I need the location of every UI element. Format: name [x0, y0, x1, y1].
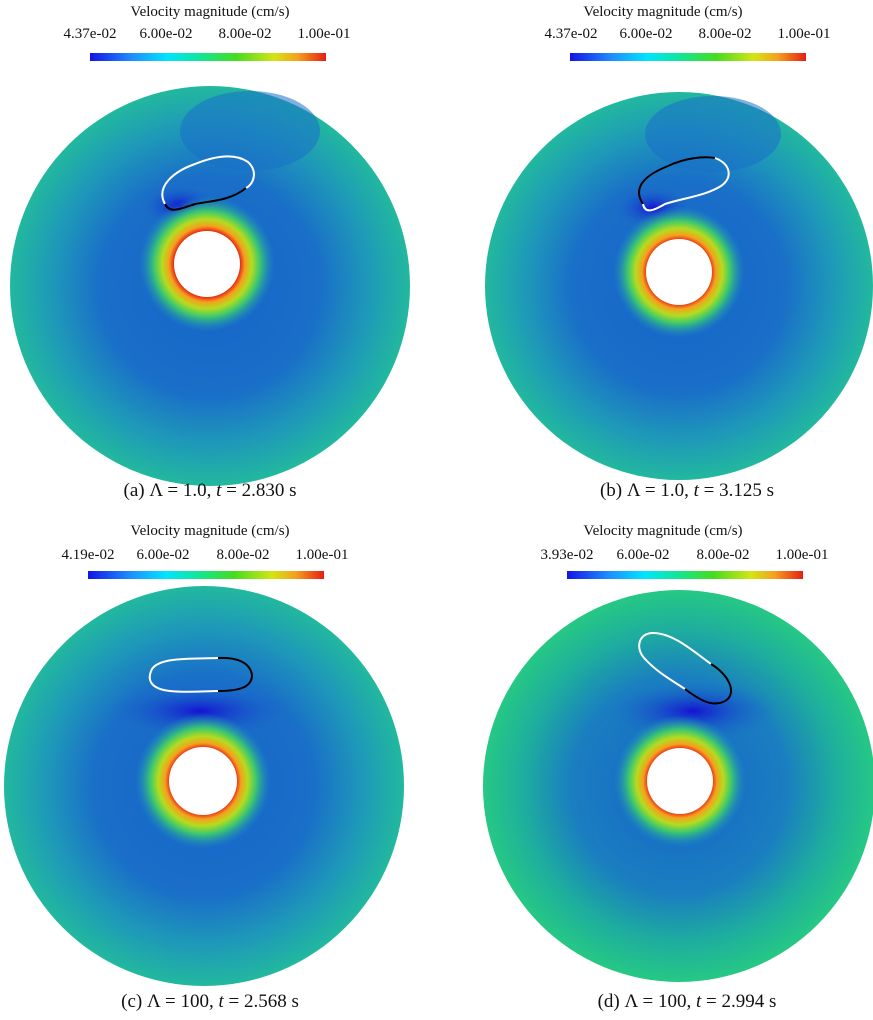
colorbar-tick: 6.00e-02: [616, 547, 670, 563]
subfigure-caption: (b) Λ = 1.0, t = 3.125 s: [477, 480, 873, 502]
caption-t-symbol: t: [216, 480, 222, 501]
low-velocity-region: [105, 683, 295, 739]
caption-lambda: Λ = 1.0,: [149, 480, 212, 501]
colorbar-title: Velocity magnitude (cm/s): [583, 523, 743, 539]
colorbar-tick: 4.19e-02: [61, 547, 115, 563]
caption-t-symbol: t: [696, 991, 702, 1012]
caption-lambda: Λ = 100,: [146, 991, 214, 1012]
colorbar-tick: 1.00e-01: [295, 547, 349, 563]
colorbar-tick: 6.00e-02: [136, 547, 190, 563]
subfigure-caption: (c) Λ = 100, t = 2.568 s: [0, 991, 420, 1013]
subfigure-caption: (d) Λ = 100, t = 2.994 s: [477, 991, 873, 1013]
colorbar-tick: 8.00e-02: [696, 547, 750, 563]
colorbar-tick: 1.00e-01: [775, 547, 829, 563]
caption-lambda: Λ = 100,: [624, 991, 692, 1012]
colorbar: [570, 53, 806, 61]
colorbar-tick: 4.37e-02: [63, 26, 117, 42]
velocity-field-plot: [485, 92, 873, 480]
caption-label: (a): [123, 480, 145, 501]
capsule-outline-light: [638, 631, 712, 690]
colorbar-title: Velocity magnitude (cm/s): [583, 4, 743, 20]
colorbar: [567, 571, 803, 579]
capsule-outline-light: [642, 157, 730, 212]
caption-t-symbol: t: [693, 480, 699, 501]
colorbar-tick: 8.00e-02: [216, 547, 270, 563]
capsule-outline-light: [148, 657, 219, 693]
inner-cylinder: [169, 747, 237, 815]
caption-lambda: Λ = 1.0,: [626, 480, 689, 501]
colorbar-tick: 1.00e-01: [777, 26, 831, 42]
caption-t-symbol: t: [218, 991, 224, 1012]
colorbar-tick: 8.00e-02: [218, 26, 272, 42]
colorbar-tick: 3.93e-02: [540, 547, 594, 563]
velocity-field-plot: [483, 590, 873, 982]
caption-time: = 3.125 s: [703, 480, 775, 501]
colorbar-tick: 4.37e-02: [544, 26, 598, 42]
caption-time: = 2.830 s: [226, 480, 297, 501]
capsule-outline-light: [161, 155, 255, 205]
capsule-outline-dark: [638, 156, 716, 205]
caption-time: = 2.994 s: [706, 991, 777, 1012]
colorbar-title: Velocity magnitude (cm/s): [130, 523, 290, 539]
caption-time: = 2.568 s: [228, 991, 299, 1012]
velocity-field-plot: [4, 586, 404, 986]
inner-cylinder: [646, 239, 712, 305]
colorbar: [90, 53, 326, 61]
caption-label: (b): [599, 480, 623, 501]
velocity-field-plot: [10, 86, 410, 486]
low-velocity-region: [645, 96, 781, 172]
capsule-outline-dark: [164, 187, 247, 211]
capsule-outline-dark: [217, 656, 254, 692]
caption-label: (c): [121, 991, 143, 1012]
low-velocity-region: [180, 91, 320, 171]
colorbar-tick: 6.00e-02: [139, 26, 193, 42]
caption-label: (d): [597, 991, 620, 1012]
panel-b: Velocity magnitude (cm/s) 4.37e-02 6.00e…: [453, 0, 873, 510]
subfigure-caption: (a) Λ = 1.0, t = 2.830 s: [0, 480, 420, 502]
colorbar-title: Velocity magnitude (cm/s): [130, 4, 290, 20]
inner-cylinder: [174, 231, 240, 297]
inner-cylinder: [647, 748, 713, 814]
capsule-outline-dark: [684, 663, 733, 705]
colorbar-tick: 8.00e-02: [698, 26, 752, 42]
panel-a: Velocity magnitude (cm/s) 4.37e-02 6.00e…: [0, 0, 420, 510]
colorbar: [88, 571, 324, 579]
colorbar-tick: 1.00e-01: [297, 26, 351, 42]
colorbar-tick: 6.00e-02: [619, 26, 673, 42]
panel-c: Velocity magnitude (cm/s) 4.19e-02 6.00e…: [0, 515, 420, 1020]
panel-d: Velocity magnitude (cm/s) 3.93e-02 6.00e…: [453, 515, 873, 1020]
